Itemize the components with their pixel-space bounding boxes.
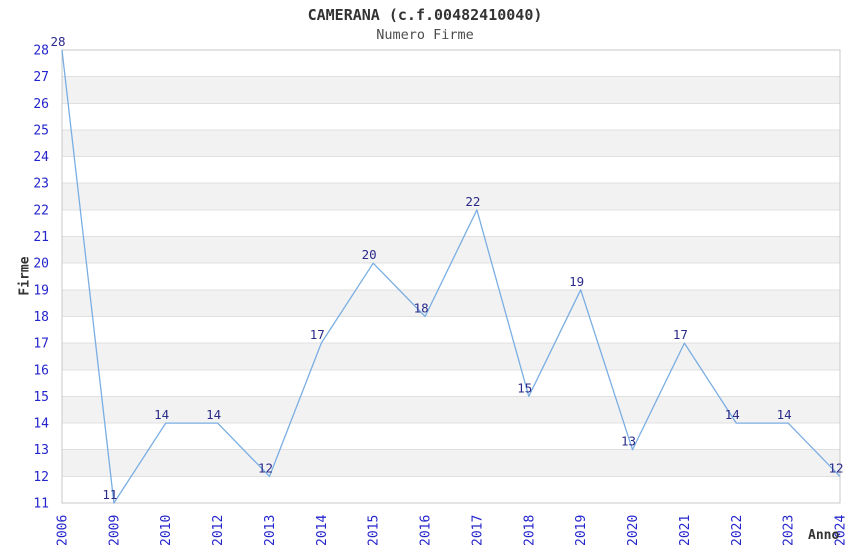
y-tick-label: 23 xyxy=(33,177,49,192)
x-axis-title: Anno xyxy=(808,528,840,543)
data-label: 14 xyxy=(154,407,169,422)
chart-subtitle: Numero Firme xyxy=(376,27,474,43)
y-tick-label: 14 xyxy=(33,417,49,432)
x-tick-label: 2023 xyxy=(782,515,797,546)
data-label: 12 xyxy=(258,460,273,475)
x-tick-label: 2010 xyxy=(159,515,174,546)
data-label: 28 xyxy=(50,34,65,49)
chart-title: CAMERANA (c.f.00482410040) xyxy=(307,6,543,24)
y-tick-label: 28 xyxy=(33,44,49,59)
data-label: 12 xyxy=(828,460,843,475)
y-tick-label: 22 xyxy=(33,203,49,218)
x-tick-label: 2009 xyxy=(107,515,122,546)
x-tick-label: 2020 xyxy=(626,515,641,546)
data-label: 18 xyxy=(414,301,429,316)
data-label: 14 xyxy=(777,407,792,422)
x-tick-label: 2019 xyxy=(574,515,589,546)
x-tick-label: 2006 xyxy=(56,515,71,546)
x-tick-label: 2021 xyxy=(678,515,693,546)
data-label: 11 xyxy=(102,487,117,502)
data-label: 20 xyxy=(362,247,377,262)
data-label: 14 xyxy=(725,407,740,422)
y-axis-ticks: 11 12 13 14 15 16 17 18 19 20 21 22 23 24 25 26 27 28 xyxy=(33,44,49,512)
data-label: 13 xyxy=(621,434,636,449)
data-label: 17 xyxy=(310,327,325,342)
y-tick-label: 13 xyxy=(33,443,49,458)
y-tick-label: 25 xyxy=(33,123,49,138)
data-line xyxy=(61,49,841,504)
y-tick-label: 17 xyxy=(33,337,49,352)
data-label: 17 xyxy=(673,327,688,342)
data-label: 14 xyxy=(206,407,221,422)
y-tick-label: 27 xyxy=(33,70,49,85)
x-tick-label: 2013 xyxy=(263,515,278,546)
gridlines xyxy=(62,49,840,504)
x-tick-label: 2014 xyxy=(315,515,330,546)
plot-border xyxy=(61,49,841,504)
x-tick-label: 2018 xyxy=(522,515,537,546)
data-labels: 28 11 14 14 12 17 20 18 22 15 19 13 17 14 14 12 xyxy=(50,34,843,502)
y-tick-label: 16 xyxy=(33,363,49,378)
y-tick-label: 26 xyxy=(33,97,49,112)
data-label: 22 xyxy=(465,194,480,209)
y-tick-label: 19 xyxy=(33,283,49,298)
x-tick-label: 2017 xyxy=(470,515,485,546)
x-tick-label: 2015 xyxy=(367,515,382,546)
x-tick-label: 2012 xyxy=(211,515,226,546)
grid-bands xyxy=(62,76,840,477)
y-tick-label: 20 xyxy=(33,257,49,272)
data-label: 19 xyxy=(569,274,584,289)
x-tick-label: 2022 xyxy=(730,515,745,546)
y-tick-label: 24 xyxy=(33,150,49,165)
x-tick-label: 2024 xyxy=(834,515,849,546)
y-tick-label: 15 xyxy=(33,390,49,405)
y-tick-label: 21 xyxy=(33,230,49,245)
y-tick-label: 12 xyxy=(33,470,49,485)
data-label: 15 xyxy=(517,380,532,395)
y-tick-label: 18 xyxy=(33,310,49,325)
x-axis-ticks: 2006 2009 2010 2012 2013 2014 2015 2016 2017 2018… xyxy=(56,515,849,546)
x-tick-label: 2016 xyxy=(419,515,434,546)
y-tick-label: 11 xyxy=(33,497,49,512)
